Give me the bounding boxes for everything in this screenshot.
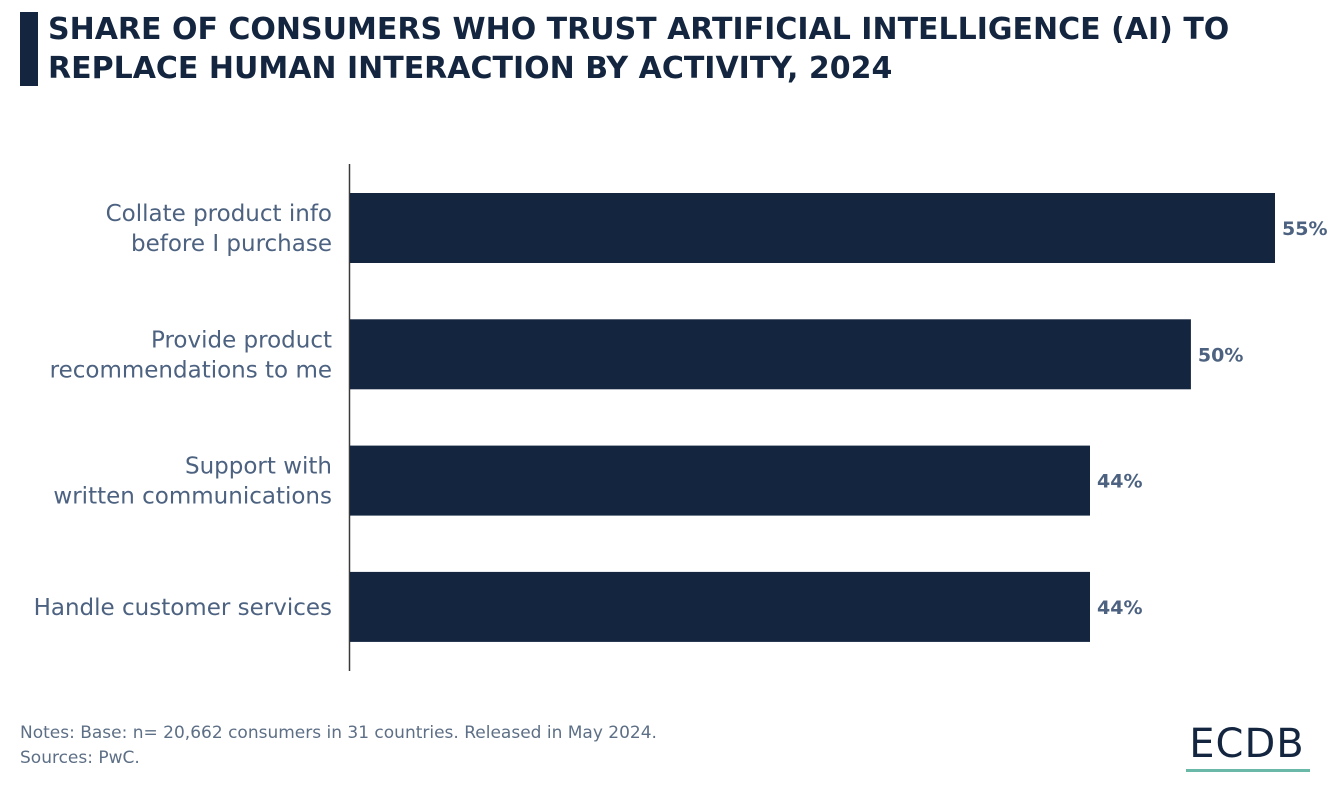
sources-text: Sources: PwC.	[20, 748, 140, 768]
bar-collate-product-info-before-i-purchase	[350, 193, 1275, 263]
chart-notes: Notes: Base: n= 20,662 consumers in 31 c…	[20, 721, 657, 771]
category-label-support-with-written-communications: Support with written communications	[53, 454, 332, 510]
bar-provide-product-recommendations-to-me	[350, 319, 1191, 390]
notes-text: Notes: Base: n= 20,662 consumers in 31 c…	[20, 723, 657, 743]
ecdb-logo: ECDB	[1189, 721, 1305, 767]
category-label-handle-customer-services: Handle customer services	[34, 595, 332, 621]
value-label-provide-product-recommendations-to-me: 50%	[1198, 344, 1243, 366]
category-label-provide-product-recommendations-to-me: Provide product recommendations to me	[50, 327, 332, 383]
logo-underline	[1186, 769, 1310, 772]
value-label-support-with-written-communications: 44%	[1097, 471, 1142, 493]
bar-support-with-written-communications	[350, 445, 1090, 516]
value-label-collate-product-info-before-i-purchase: 55%	[1282, 218, 1327, 240]
title-accent-bar	[20, 12, 38, 86]
chart-title: SHARE OF CONSUMERS WHO TRUST ARTIFICIAL …	[48, 12, 1230, 86]
bar-handle-customer-services	[350, 571, 1090, 642]
value-label-handle-customer-services: 44%	[1097, 597, 1142, 619]
category-label-collate-product-info-before-i-purchase: Collate product info before I purchase	[106, 201, 332, 257]
